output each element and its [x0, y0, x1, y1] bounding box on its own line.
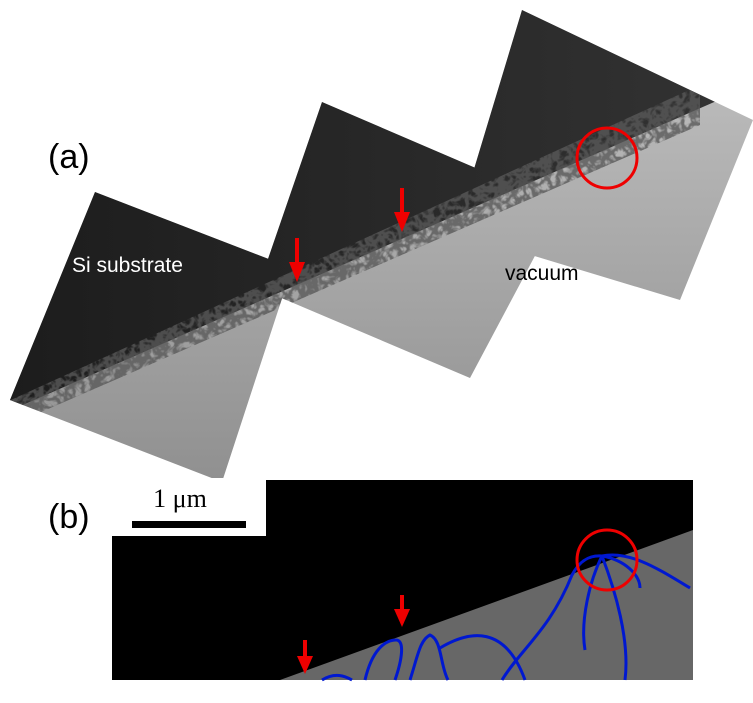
scale-bar	[132, 521, 246, 528]
tem-image	[10, 10, 753, 482]
highlight-circle	[575, 126, 639, 190]
field-line	[321, 553, 691, 682]
scale-bar-label: 1 μm	[153, 484, 207, 513]
panel-label: (b)	[48, 498, 90, 536]
highlight-circle	[575, 528, 639, 592]
arrow	[289, 188, 410, 282]
region-label: Si substrate	[72, 254, 183, 277]
panel-label: (a)	[48, 138, 90, 176]
arrow	[297, 595, 410, 674]
region-label: vacuum	[505, 262, 579, 285]
